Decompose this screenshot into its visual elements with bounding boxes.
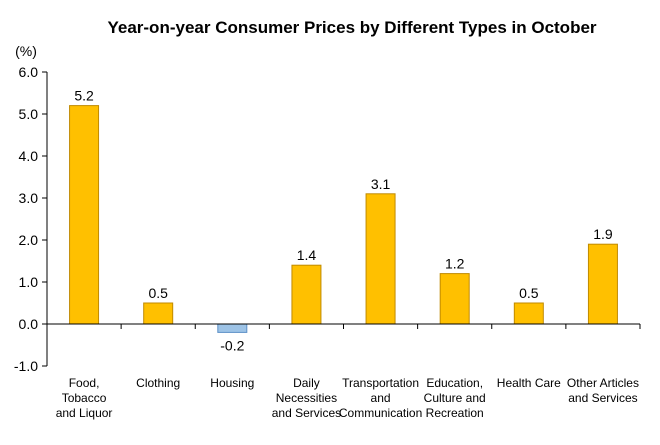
category-label: Housing bbox=[210, 376, 254, 390]
category-label-line: Culture and bbox=[424, 391, 486, 405]
category-label-line: Clothing bbox=[136, 376, 180, 390]
category-label-line: Health Care bbox=[497, 376, 561, 390]
data-label: 5.2 bbox=[74, 88, 94, 104]
category-labels: Food, Tobacco and Liquor Clothing Housing Dai… bbox=[56, 376, 639, 420]
category-label-line: Daily bbox=[293, 376, 320, 390]
category-label-line: Tobacco bbox=[62, 391, 107, 405]
data-label: -0.2 bbox=[220, 337, 244, 353]
y-tick-label: 3.0 bbox=[19, 190, 39, 206]
category-label-line: and Liquor bbox=[56, 406, 113, 420]
category-label-line: Communication bbox=[339, 406, 422, 420]
category-label: Education, Culture and Recreation bbox=[424, 376, 486, 420]
category-label: Clothing bbox=[136, 376, 180, 390]
category-label: Health Care bbox=[497, 376, 561, 390]
bar bbox=[513, 302, 544, 325]
category-label-line: Necessities bbox=[276, 391, 337, 405]
y-tick-label: -1.0 bbox=[14, 358, 38, 374]
category-label-line: Recreation bbox=[426, 406, 484, 420]
y-axis: 6.0 5.0 4.0 3.0 2.0 1.0 0.0 -1.0 bbox=[14, 64, 48, 374]
data-label: 1.4 bbox=[297, 247, 317, 263]
chart-title: Year-on-year Consumer Prices by Differen… bbox=[107, 18, 596, 37]
y-tick-label: 0.0 bbox=[19, 316, 39, 332]
data-label: 1.9 bbox=[593, 226, 613, 242]
category-label-line: and bbox=[371, 391, 391, 405]
category-label-line: Other Articles bbox=[567, 376, 639, 390]
y-tick-label: 1.0 bbox=[19, 274, 39, 290]
bar bbox=[217, 323, 248, 333]
bars bbox=[69, 105, 618, 333]
category-label-line: Transportation bbox=[342, 376, 419, 390]
bar bbox=[69, 105, 100, 325]
y-tick-label: 2.0 bbox=[19, 232, 39, 248]
y-axis-unit-label: (%) bbox=[15, 43, 37, 59]
data-label: 1.2 bbox=[445, 256, 465, 272]
category-label: Food, Tobacco and Liquor bbox=[56, 376, 113, 420]
category-label-line: and Services bbox=[568, 391, 637, 405]
bar bbox=[143, 302, 174, 325]
x-axis bbox=[46, 323, 641, 329]
bar bbox=[439, 273, 470, 325]
category-label: Other Articles and Services bbox=[567, 376, 639, 405]
y-tick-label: 4.0 bbox=[19, 148, 39, 164]
data-labels: 5.2 0.5 -0.2 1.4 3.1 1.2 0.5 1.9 bbox=[74, 88, 613, 354]
y-tick-label: 5.0 bbox=[19, 106, 39, 122]
data-label: 3.1 bbox=[371, 176, 391, 192]
y-tick-label: 6.0 bbox=[19, 64, 39, 80]
bar bbox=[291, 264, 322, 325]
category-label-line: and Services bbox=[272, 406, 341, 420]
bar bbox=[587, 243, 618, 325]
category-label-line: Education, bbox=[426, 376, 483, 390]
category-label: Daily Necessities and Services bbox=[272, 376, 341, 420]
category-label-line: Housing bbox=[210, 376, 254, 390]
bar bbox=[365, 193, 396, 325]
category-label-line: Food, bbox=[69, 376, 100, 390]
data-label: 0.5 bbox=[148, 285, 168, 301]
category-label: Transportation and Communication bbox=[339, 376, 422, 420]
data-label: 0.5 bbox=[519, 285, 539, 301]
